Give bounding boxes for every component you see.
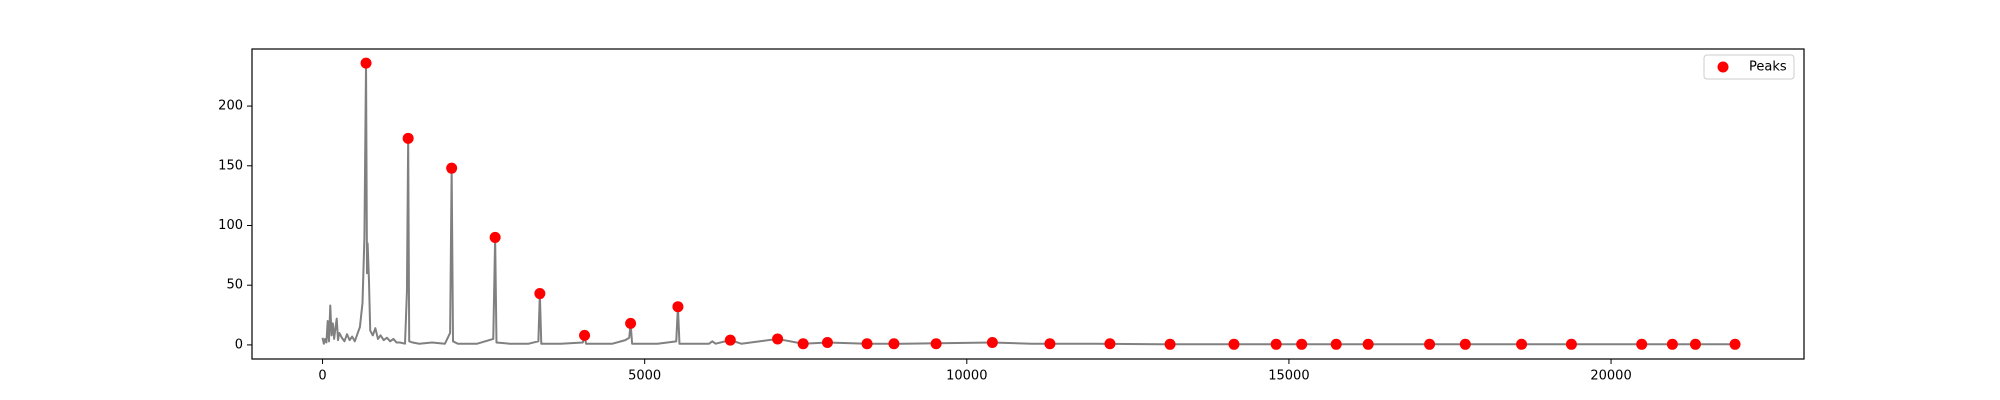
x-tick-label: 10000	[946, 369, 987, 384]
peak-marker	[986, 337, 998, 349]
peak-marker	[1296, 338, 1308, 350]
legend-marker	[1717, 61, 1729, 73]
peak-marker	[1104, 338, 1116, 350]
peak-marker	[821, 337, 833, 349]
peak-marker	[888, 338, 900, 350]
peak-marker	[1666, 338, 1678, 350]
y-tick-label: 100	[218, 218, 243, 233]
legend-box	[1703, 54, 1795, 80]
peak-marker	[1362, 338, 1374, 350]
peak-marker	[402, 132, 414, 144]
peak-marker	[1636, 338, 1648, 350]
legend-label: Peaks	[1749, 60, 1787, 75]
peak-marker	[1228, 338, 1240, 350]
y-tick-label: 200	[218, 99, 243, 114]
peak-marker	[534, 288, 546, 300]
y-tick-label: 150	[218, 158, 243, 173]
x-tick-label: 20000	[1590, 369, 1631, 384]
axes-frame	[251, 48, 1805, 360]
peak-marker	[1729, 338, 1741, 350]
peak-marker	[446, 162, 458, 174]
peak-marker	[1516, 338, 1528, 350]
peak-marker	[1330, 338, 1342, 350]
y-tick-label: 50	[226, 278, 243, 293]
peak-marker	[579, 329, 591, 341]
peak-marker	[930, 338, 942, 350]
peak-marker	[1044, 338, 1056, 350]
peak-marker	[1424, 338, 1436, 350]
peak-marker	[772, 333, 784, 345]
x-tick-label: 0	[318, 369, 326, 384]
peak-marker	[672, 301, 684, 313]
y-tick-label: 0	[235, 337, 243, 352]
peak-marker	[724, 334, 736, 346]
peak-marker	[1270, 338, 1282, 350]
peak-marker	[1459, 338, 1471, 350]
peak-marker	[360, 57, 372, 69]
peak-marker	[489, 231, 501, 243]
peak-marker	[625, 317, 637, 329]
peak-marker	[1689, 338, 1701, 350]
peak-marker	[861, 338, 873, 350]
x-tick-label: 15000	[1268, 369, 1309, 384]
peak-marker	[797, 338, 809, 350]
peak-marker	[1164, 338, 1176, 350]
peak-marker	[1565, 338, 1577, 350]
spectrum-line	[321, 62, 1736, 346]
x-tick-label: 5000	[628, 369, 661, 384]
